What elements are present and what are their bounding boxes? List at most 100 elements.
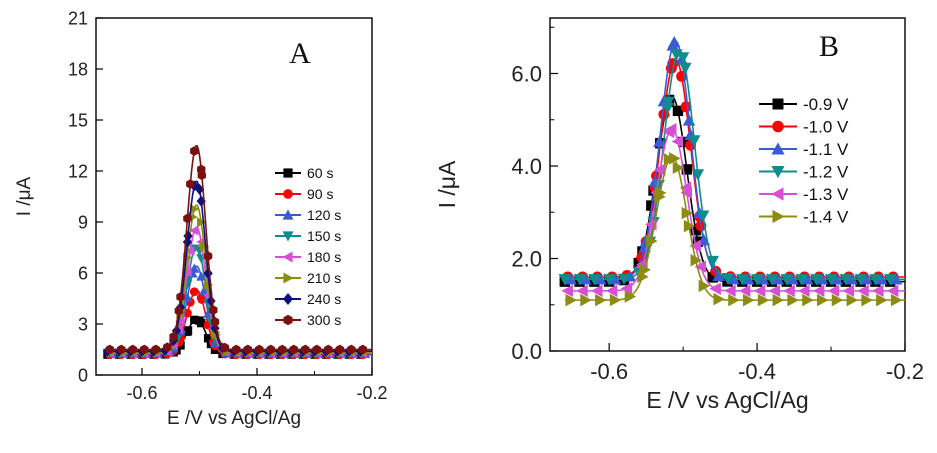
data-point: [857, 284, 869, 298]
y-tick-label: 4.0: [511, 154, 542, 179]
data-point: [602, 274, 616, 286]
data-point: [347, 344, 356, 355]
y-tick-label: 15: [68, 110, 88, 130]
data-point: [662, 125, 675, 139]
data-point: [707, 272, 718, 283]
legend-marker: [283, 168, 293, 178]
data-point: [639, 263, 651, 276]
legend-marker: [772, 209, 785, 224]
data-point: [189, 225, 199, 236]
data-point: [713, 292, 725, 306]
data-point: [105, 344, 114, 355]
legend-item: 90 s: [275, 186, 333, 202]
data-point: [690, 254, 702, 267]
legend-label: 150 s: [307, 228, 341, 244]
legend-marker: [282, 293, 294, 305]
data-point: [812, 284, 825, 298]
series-line: [564, 58, 905, 278]
data-point: [624, 290, 637, 303]
data-point: [696, 210, 710, 222]
data-point: [671, 135, 684, 148]
data-point: [210, 317, 220, 327]
legend-item: 120 s: [275, 207, 341, 223]
data-point: [278, 344, 287, 355]
legend-marker: [283, 189, 293, 199]
data-point: [662, 96, 675, 109]
data-point: [637, 270, 649, 283]
data-point: [661, 102, 674, 115]
legend-marker: [282, 209, 294, 220]
plot-frame: [549, 17, 906, 352]
data-point: [709, 282, 721, 296]
data-point: [680, 186, 693, 199]
panel-label: A: [289, 37, 311, 70]
data-point: [197, 318, 206, 328]
data-point: [189, 287, 199, 297]
data-point: [190, 315, 199, 325]
data-point: [694, 260, 707, 273]
data-point: [140, 344, 149, 355]
legend-label: -1.1 V: [803, 140, 849, 159]
data-point: [728, 293, 740, 307]
legend-marker: [283, 272, 294, 284]
data-point: [772, 293, 785, 307]
data-point: [739, 284, 751, 298]
x-tick-label: -0.4: [738, 359, 776, 384]
data-point: [839, 274, 853, 286]
data-point: [676, 52, 690, 64]
y-tick-label: 6: [78, 263, 88, 283]
data-point: [750, 274, 764, 286]
data-point: [687, 135, 701, 147]
data-point: [335, 344, 344, 355]
legend-label: -1.0 V: [803, 118, 849, 137]
data-point: [169, 331, 178, 342]
data-point: [232, 344, 241, 355]
data-point: [682, 114, 696, 126]
data-point: [810, 274, 823, 286]
legend-item: -1.0 V: [759, 118, 849, 137]
data-point: [666, 39, 680, 51]
y-tick-label: 9: [78, 212, 88, 232]
data-point: [698, 279, 711, 293]
y-tick-label: 0.0: [511, 339, 542, 364]
data-point: [842, 284, 854, 298]
legend-marker: [282, 231, 294, 242]
data-point: [609, 293, 622, 307]
data-point: [190, 146, 199, 156]
data-point: [869, 274, 882, 286]
data-point: [654, 186, 667, 200]
plot-frame: [95, 17, 373, 376]
legend: -0.9 V -1.0 V -1.1 V -1.2 V -1.3 V -1.4 V: [759, 95, 849, 227]
data-point: [780, 274, 793, 286]
data-point: [358, 344, 367, 355]
series-line: [564, 96, 905, 283]
data-point: [595, 293, 607, 307]
data-point: [883, 274, 897, 286]
data-point: [679, 62, 692, 75]
legend-marker: [771, 187, 784, 201]
data-point: [183, 213, 192, 224]
data-point: [681, 164, 693, 175]
data-point: [210, 322, 220, 334]
data-point: [197, 164, 206, 175]
legend-item: 240 s: [275, 291, 341, 307]
data-point: [876, 293, 888, 307]
data-point: [565, 293, 577, 307]
data-point: [243, 344, 252, 355]
data-point: [816, 293, 829, 307]
data-point: [199, 241, 210, 252]
data-point: [802, 293, 814, 307]
data-point: [765, 274, 779, 286]
data-point: [736, 274, 749, 286]
data-point: [795, 274, 808, 286]
data-point: [706, 255, 719, 268]
legend-label: -1.2 V: [803, 163, 849, 182]
y-tick-label: 2.0: [511, 246, 542, 271]
legend-item: 60 s: [275, 165, 333, 181]
data-point: [186, 179, 195, 189]
y-tick-label: 21: [68, 8, 88, 28]
data-point: [743, 293, 755, 307]
legend-label: -1.3 V: [803, 185, 849, 204]
series-group: [102, 145, 372, 360]
data-point: [289, 344, 298, 355]
